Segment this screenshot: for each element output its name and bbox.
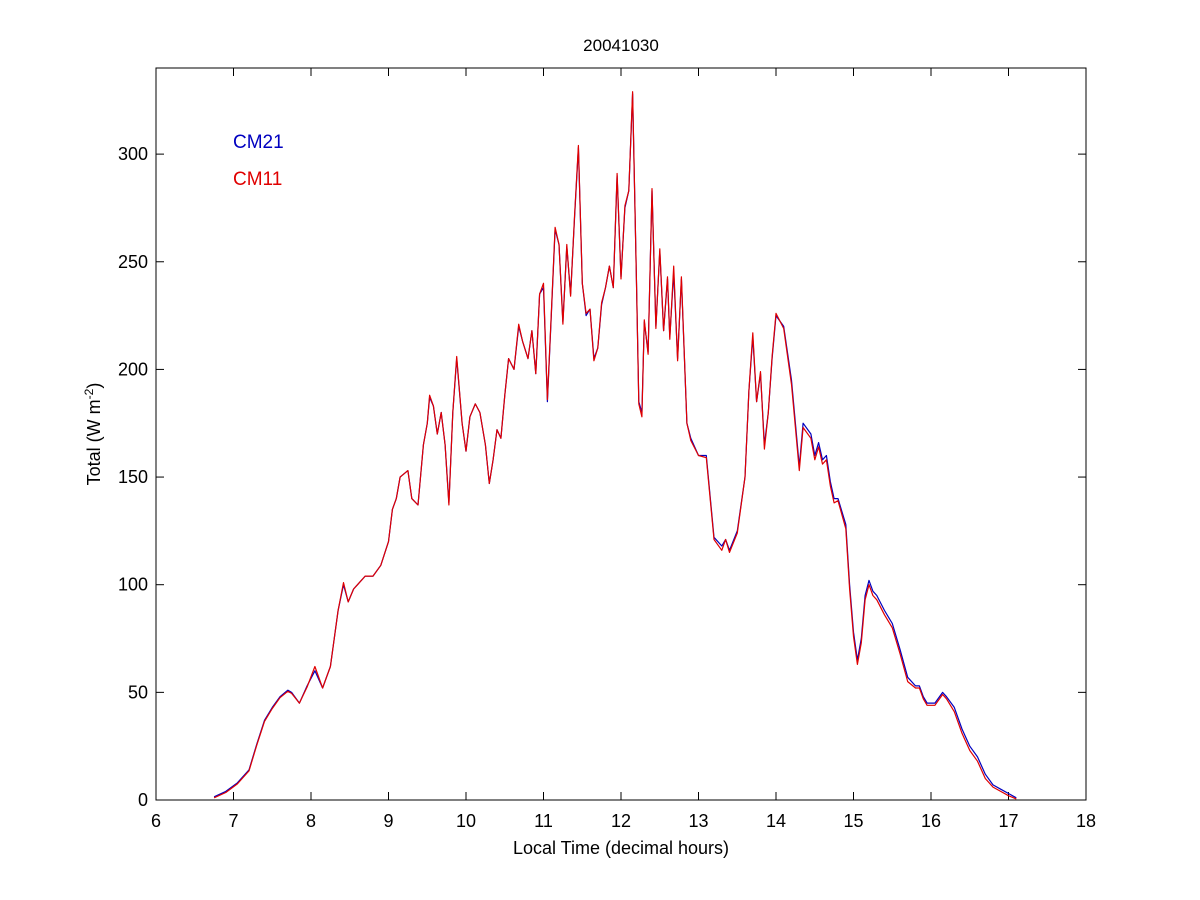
y-axis: 0 50 100 150 200 250 300 <box>118 144 1086 810</box>
series-layer <box>213 91 1017 800</box>
y-tick-label: 50 <box>128 682 148 702</box>
y-tick-label: 100 <box>118 575 148 595</box>
y-tick-label: 250 <box>118 252 148 272</box>
x-tick-label: 7 <box>228 811 238 831</box>
y-tick-label: 0 <box>138 790 148 810</box>
y-axis-label-main: Total (W m <box>84 399 104 485</box>
x-axis-label: Local Time (decimal hours) <box>513 838 729 858</box>
x-tick-label: 8 <box>306 811 316 831</box>
x-axis: 6 7 8 9 10 11 12 13 14 15 16 17 18 <box>151 68 1096 831</box>
x-tick-label: 14 <box>766 811 786 831</box>
x-tick-label: 11 <box>534 811 553 831</box>
legend-entry-cm21: CM21 <box>233 132 284 153</box>
chart-title: 20041030 <box>583 36 659 55</box>
x-tick-label: 12 <box>611 811 631 831</box>
x-tick-label: 10 <box>456 811 476 831</box>
x-tick-label: 15 <box>843 811 863 831</box>
y-axis-label-close: ) <box>84 383 104 389</box>
series-line-cm11 <box>213 91 1017 800</box>
y-axis-label-superscript: -2 <box>82 388 96 399</box>
y-tick-label: 150 <box>118 467 148 487</box>
x-tick-label: 6 <box>151 811 161 831</box>
x-tick-label: 18 <box>1076 811 1096 831</box>
y-axis-label: Total (W m-2) <box>82 383 104 486</box>
x-tick-label: 9 <box>383 811 393 831</box>
plot-area <box>155 67 1087 801</box>
x-tick-label: 17 <box>998 811 1018 831</box>
x-tick-label: 13 <box>688 811 708 831</box>
y-tick-label: 200 <box>118 359 148 379</box>
legend-entry-cm11: CM11 <box>233 169 282 190</box>
y-tick-label: 300 <box>118 144 148 164</box>
x-tick-label: 16 <box>921 811 941 831</box>
